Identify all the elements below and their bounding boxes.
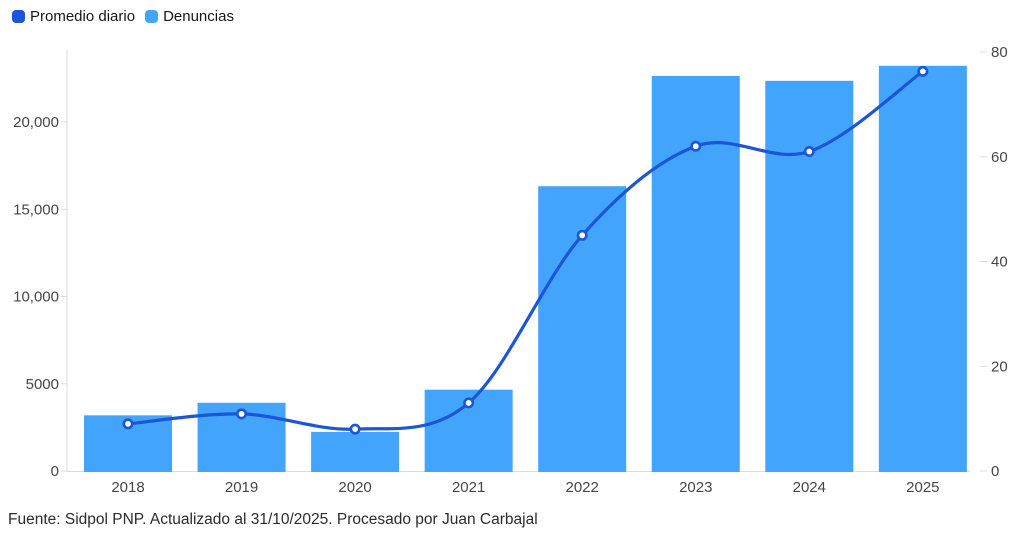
point-2025[interactable] xyxy=(917,65,929,77)
point-2024[interactable] xyxy=(803,146,815,158)
x-axis-label-2021: 2021 xyxy=(452,479,485,496)
bar-2020[interactable] xyxy=(311,431,400,472)
x-axis-label-2024: 2024 xyxy=(793,479,826,496)
legend-label-promedio: Promedio diario xyxy=(30,8,136,25)
x-axis-label-2018: 2018 xyxy=(111,479,144,496)
left-axis-tick-label: 20,000 xyxy=(13,114,59,131)
left-axis-tick-label: 5000 xyxy=(26,376,59,393)
x-axis-label-2025: 2025 xyxy=(906,479,939,496)
left-axis-tick-label: 10,000 xyxy=(13,289,59,306)
point-2020[interactable] xyxy=(349,423,361,435)
right-axis-tick-label: 20 xyxy=(991,358,1008,375)
bar-2024[interactable] xyxy=(765,80,854,473)
legend-item-promedio-diario: Promedio diario xyxy=(12,9,135,24)
chart-legend: Promedio diario Denuncias xyxy=(12,9,234,24)
chart-canvas: 0 5000 10,000 15,000 20,000 0 20 40 60 80 2018 2019… xyxy=(13,44,1008,496)
bar-2023[interactable] xyxy=(651,75,740,472)
x-axis-label-2020: 2020 xyxy=(338,479,371,496)
legend-swatch-denuncias-icon xyxy=(145,10,159,23)
source-note: Fuente: Sidpol PNP. Actualizado al 31/10… xyxy=(8,511,538,528)
right-axis-tick-label: 80 xyxy=(991,44,1008,61)
point-2021[interactable] xyxy=(463,397,475,409)
x-axis-label-2023: 2023 xyxy=(679,479,712,496)
left-axis-tick-label: 0 xyxy=(51,463,59,480)
right-axis-tick-label: 0 xyxy=(991,463,999,480)
line-promedio-diario xyxy=(126,69,925,431)
x-axis-label-2019: 2019 xyxy=(225,479,258,496)
right-axis-tick-label: 40 xyxy=(991,254,1008,271)
point-2023[interactable] xyxy=(690,140,702,152)
legend-label-denuncias: Denuncias xyxy=(163,8,234,25)
point-2022[interactable] xyxy=(576,229,588,241)
bar-2022[interactable] xyxy=(538,186,627,472)
bar-2025[interactable] xyxy=(878,65,967,472)
left-axis-tick-label: 15,000 xyxy=(13,201,59,218)
right-axis-tick-label: 60 xyxy=(991,149,1008,166)
legend-item-denuncias: Denuncias xyxy=(145,9,234,24)
x-axis-label-2022: 2022 xyxy=(566,479,599,496)
legend-swatch-promedio-icon xyxy=(12,10,25,23)
point-2019[interactable] xyxy=(236,408,248,420)
point-2018[interactable] xyxy=(122,418,134,430)
